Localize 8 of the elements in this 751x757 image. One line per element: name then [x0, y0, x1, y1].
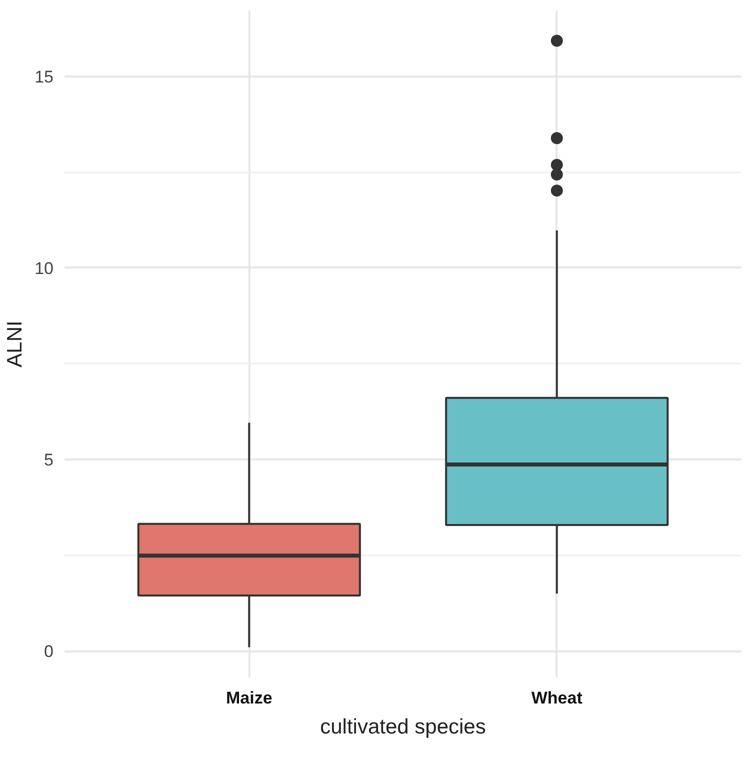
- x-tick-label: Wheat: [531, 688, 583, 708]
- x-tick-label: Maize: [226, 688, 272, 708]
- y-tick-label: 15: [34, 67, 54, 86]
- y-tick-label: 5: [44, 450, 54, 470]
- x-axis-title: cultivated species: [320, 716, 486, 738]
- y-axis-title: ALNI: [4, 320, 27, 368]
- y-tick-label: 0: [44, 642, 54, 662]
- y-tick-label: 10: [34, 258, 54, 278]
